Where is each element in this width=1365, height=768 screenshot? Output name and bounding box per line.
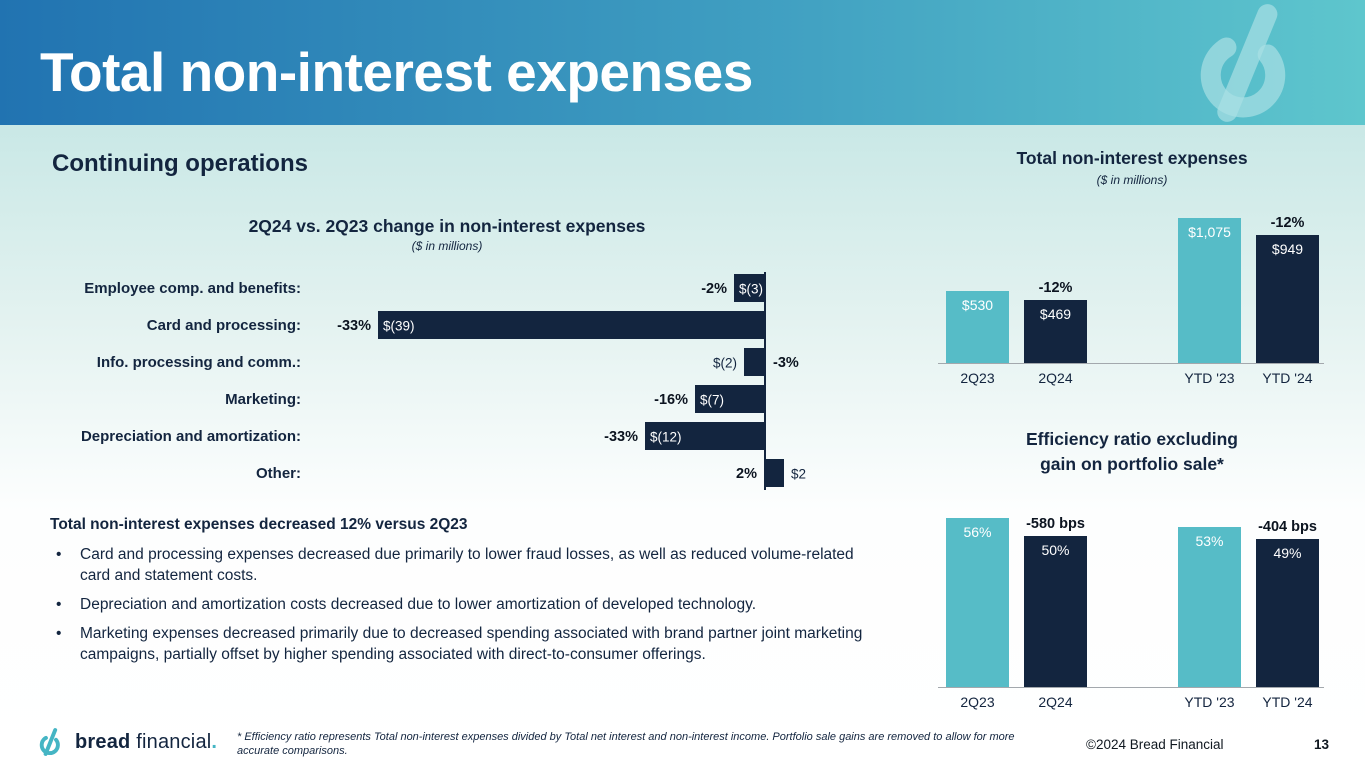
- change-chart-subtitle: ($ in millions): [411, 239, 483, 253]
- page-number: 13: [1314, 737, 1330, 752]
- category-label: Other:: [256, 465, 301, 482]
- bar-value-label: $469: [1039, 306, 1072, 322]
- bar-value-label: $(3): [739, 281, 764, 296]
- x-axis-label: YTD '23: [1184, 694, 1235, 710]
- logo-text-dot: .: [211, 730, 218, 753]
- expenses-chart-subtitle: ($ in millions): [1096, 173, 1168, 187]
- section-heading: Continuing operations: [52, 150, 308, 177]
- bullet-item: Depreciation and amortization costs decr…: [52, 594, 870, 615]
- copyright: ©2024 Bread Financial: [1086, 737, 1224, 752]
- bar-value-label: $(39): [383, 318, 415, 333]
- x-axis-line: [938, 363, 1324, 364]
- change-chart-title: 2Q24 vs. 2Q23 change in non-interest exp…: [248, 216, 646, 236]
- bar: [946, 518, 1009, 687]
- bar-delta-label: -404 bps: [1258, 519, 1317, 535]
- change-chart-row: Card and processing: $(39) -33%: [54, 307, 840, 344]
- bar-value-label: 50%: [1041, 542, 1070, 558]
- bar: [764, 459, 784, 487]
- efficiency-chart-title: Efficiency ratio excluding gain on portf…: [1026, 429, 1238, 474]
- bullet-item: Marketing expenses decreased primarily d…: [52, 623, 870, 665]
- bar-zone: $(3) -2%: [310, 270, 830, 307]
- change-chart-row: Marketing: $(7) -16%: [54, 381, 840, 418]
- bar-value-label: $(7): [700, 392, 725, 407]
- bar-zone: $(39) -33%: [310, 307, 830, 344]
- bar-value-label: 49%: [1273, 545, 1302, 561]
- change-chart-row: Info. processing and comm.: $(2) -3%: [54, 344, 840, 381]
- logo-text-bold: bread: [75, 730, 131, 753]
- bullet-list: Card and processing expenses decreased d…: [52, 544, 870, 673]
- x-axis-label: 2Q24: [1038, 370, 1073, 386]
- bar: [1256, 539, 1319, 687]
- bar-value-label: $1,075: [1188, 224, 1231, 240]
- bar-zone: $(12) -33%: [310, 418, 830, 455]
- category-label: Info. processing and comm.:: [96, 354, 301, 371]
- x-axis-label: 2Q23: [960, 370, 995, 386]
- bar: [695, 385, 764, 413]
- bar-value-label: $2: [791, 466, 807, 481]
- bar-value-label: $949: [1271, 241, 1304, 257]
- change-chart-row: Employee comp. and benefits: $(3) -2%: [54, 270, 840, 307]
- x-axis-label: YTD '23: [1184, 370, 1235, 386]
- bar-value-label: 53%: [1195, 533, 1224, 549]
- bar-percent-label: -16%: [654, 391, 688, 408]
- change-chart-row: Other: $2 2%: [54, 455, 840, 492]
- bar: [1024, 300, 1087, 363]
- category-label: Depreciation and amortization:: [80, 428, 301, 445]
- bar: [1024, 536, 1087, 687]
- bar-zone: $(7) -16%: [310, 381, 830, 418]
- bread-financial-logo-icon: [39, 728, 60, 756]
- bar-value-label: $(2): [712, 355, 737, 370]
- bullet-item: Card and processing expenses decreased d…: [52, 544, 870, 586]
- x-axis-label: 2Q23: [960, 694, 995, 710]
- footnote: * Efficiency ratio represents Total non-…: [237, 731, 1015, 757]
- x-axis-label: 2Q24: [1038, 694, 1073, 710]
- bar: [1256, 235, 1319, 363]
- bar-percent-label: 2%: [736, 465, 757, 482]
- header-banner: Total non-interest expenses: [0, 0, 1365, 125]
- bar-percent-label: -3%: [773, 354, 799, 371]
- category-label: Marketing:: [225, 391, 301, 408]
- efficiency-chart-plot: 56% 50% -580 bps 53% 49% -404 bps: [933, 491, 1331, 688]
- expenses-chart-xaxis: 2Q23 2Q24 YTD '23 YTD '24: [933, 370, 1331, 392]
- change-chart: 2Q24 vs. 2Q23 change in non-interest exp…: [54, 215, 840, 492]
- efficiency-chart-xaxis: 2Q23 2Q24 YTD '23 YTD '24: [933, 694, 1331, 716]
- x-axis-label: YTD '24: [1262, 370, 1313, 386]
- change-chart-plot: Employee comp. and benefits: $(3) -2% Card …: [54, 270, 840, 492]
- bar-percent-label: -2%: [701, 280, 727, 297]
- bar-percent-label: -33%: [604, 428, 638, 445]
- bar-value-label: 56%: [963, 524, 992, 540]
- category-label: Employee comp. and benefits:: [84, 280, 301, 297]
- slide-title: Total non-interest expenses: [40, 41, 753, 103]
- bar-value-label: $530: [961, 297, 994, 313]
- bar-delta-label: -580 bps: [1026, 516, 1085, 532]
- bar: [1178, 218, 1241, 363]
- bar: [734, 274, 764, 302]
- efficiency-chart: Efficiency ratio excluding gain on portf…: [933, 427, 1331, 716]
- x-axis-label: YTD '24: [1262, 694, 1313, 710]
- bar-delta-label: -12%: [1270, 215, 1305, 231]
- bar: [378, 311, 764, 339]
- summary-text: Total non-interest expenses decreased 12…: [50, 516, 468, 533]
- bar: [645, 422, 764, 450]
- logo-text-light: financial: [136, 730, 212, 753]
- bread-financial-watermark-icon: [1200, 4, 1286, 122]
- bar: [1178, 527, 1241, 687]
- expenses-chart-plot: $530 $469 -12% $1,075 $949 -12%: [933, 213, 1331, 364]
- zero-axis-line: [764, 272, 766, 490]
- bar-zone: $(2) -3%: [310, 344, 830, 381]
- bar: [744, 348, 764, 376]
- bar-zone: $2 2%: [310, 455, 830, 492]
- bread-financial-logo: bread financial.: [36, 727, 217, 757]
- bar-value-label: $(12): [650, 429, 682, 444]
- bar-percent-label: -33%: [337, 317, 371, 334]
- bar: [946, 291, 1009, 363]
- change-chart-row: Depreciation and amortization: $(12) -33%: [54, 418, 840, 455]
- x-axis-line: [938, 687, 1324, 688]
- category-label: Card and processing:: [146, 317, 301, 334]
- bar-delta-label: -12%: [1038, 280, 1073, 296]
- expenses-chart: Total non-interest expenses ($ in millio…: [933, 146, 1331, 392]
- bread-financial-logo-text: bread financial.: [75, 731, 217, 754]
- expenses-chart-title: Total non-interest expenses: [1016, 148, 1248, 168]
